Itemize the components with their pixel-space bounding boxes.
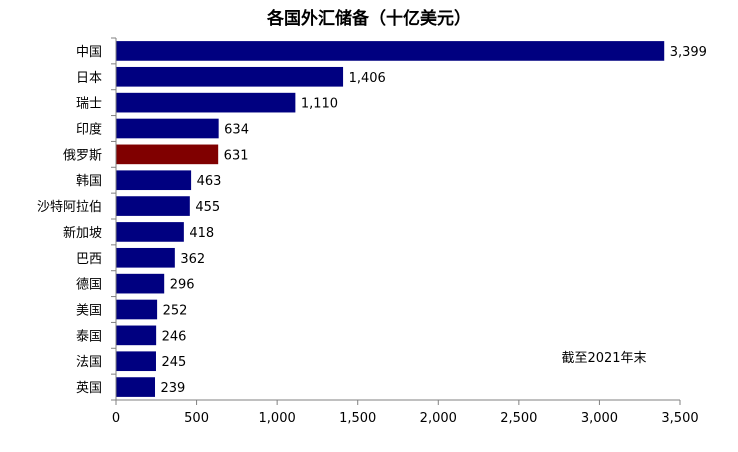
data-label: 245 — [161, 355, 186, 370]
bar — [116, 273, 165, 294]
x-tick-label: 2,000 — [420, 411, 457, 426]
x-tick-label: 2,500 — [500, 411, 537, 426]
chart-title: 各国外汇储备（十亿美元） — [266, 8, 471, 29]
data-label: 1,110 — [301, 97, 338, 112]
category-label: 俄罗斯 — [63, 148, 102, 163]
category-label: 泰国 — [76, 329, 102, 344]
data-label: 418 — [189, 226, 214, 241]
bar — [116, 351, 156, 372]
bar — [116, 118, 219, 139]
category-label: 新加坡 — [63, 225, 102, 241]
data-label: 463 — [197, 174, 222, 189]
category-label: 印度 — [76, 122, 102, 138]
category-label: 巴西 — [76, 252, 102, 267]
data-label: 362 — [180, 252, 205, 267]
data-label: 3,399 — [670, 45, 707, 60]
bar — [116, 66, 344, 87]
bar — [116, 144, 219, 165]
bar — [116, 299, 158, 320]
category-label: 德国 — [76, 278, 102, 293]
data-label: 1,406 — [349, 71, 386, 86]
category-label: 瑞士 — [76, 97, 102, 112]
category-label: 法国 — [76, 355, 102, 370]
category-label: 韩国 — [76, 174, 102, 189]
bar — [116, 325, 157, 346]
date-annotation: 截至2021年末 — [561, 351, 646, 366]
x-tick-label: 3,000 — [581, 411, 618, 426]
bar — [116, 377, 156, 397]
bar — [116, 41, 665, 61]
data-label: 631 — [224, 148, 249, 163]
bar — [116, 196, 190, 216]
x-tick-label: 3,500 — [661, 411, 698, 426]
x-tick-label: 1,000 — [259, 411, 296, 426]
x-tick-label: 500 — [184, 411, 209, 426]
data-label: 634 — [224, 123, 249, 138]
category-label: 美国 — [76, 304, 102, 319]
data-label: 246 — [162, 329, 187, 344]
data-label: 455 — [195, 200, 220, 215]
category-label: 日本 — [76, 71, 102, 86]
axes-group: 0 500 1,000 1,500 2,000 2,500 3,000 3,500 — [111, 37, 699, 426]
bar — [116, 170, 192, 191]
bars-group: 中国 3,399 日本 1,406 瑞士 1,110 印度 634 俄罗斯 631 韩国 463 沙特阿… — [37, 41, 707, 397]
bar — [116, 222, 184, 242]
data-label: 239 — [161, 381, 186, 396]
category-label: 英国 — [76, 381, 102, 396]
bar — [116, 247, 175, 268]
x-tick-label: 1,500 — [339, 411, 376, 426]
data-label: 296 — [170, 278, 195, 293]
category-label: 沙特阿拉伯 — [37, 200, 102, 215]
bar — [116, 92, 296, 113]
category-label: 中国 — [76, 45, 102, 60]
data-label: 252 — [163, 304, 188, 319]
x-tick-label: 0 — [112, 411, 120, 426]
